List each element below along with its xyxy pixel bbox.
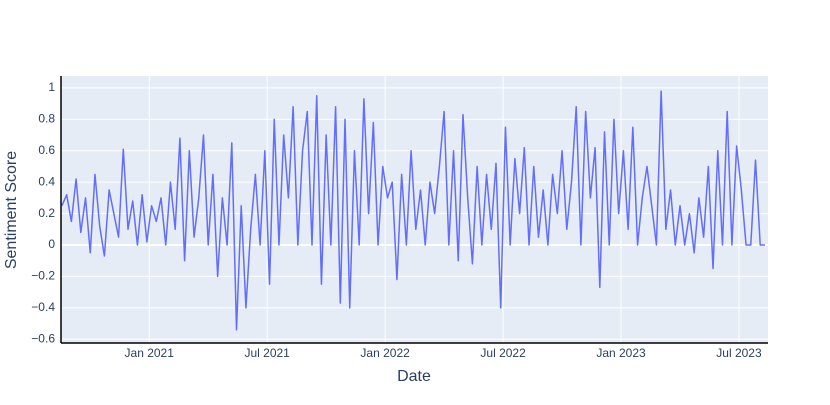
x-tick-label: Jul 2023 (716, 346, 762, 360)
y-tick-label: −0.6 (31, 331, 55, 345)
x-tick-label: Jan 2022 (360, 346, 410, 360)
y-tick-label: 1 (48, 80, 55, 94)
x-tick-label: Jul 2021 (244, 346, 290, 360)
y-tick-label: 0.6 (38, 143, 55, 157)
y-tick-label: −0.4 (31, 300, 55, 314)
data-line (61, 90, 765, 331)
x-tick-label: Jul 2022 (480, 346, 526, 360)
x-tick-label: Jan 2023 (596, 346, 646, 360)
x-tick-label: Jan 2021 (125, 346, 175, 360)
y-axis-title: Sentiment Score (3, 151, 20, 269)
y-tick-label: 0.2 (38, 206, 55, 220)
y-tick-label: 0 (48, 237, 55, 251)
y-tick-label: 0.4 (38, 174, 55, 188)
y-tick-label: 0.8 (38, 112, 55, 126)
x-axis-title: Date (397, 368, 431, 385)
y-tick-label: −0.2 (31, 269, 55, 283)
